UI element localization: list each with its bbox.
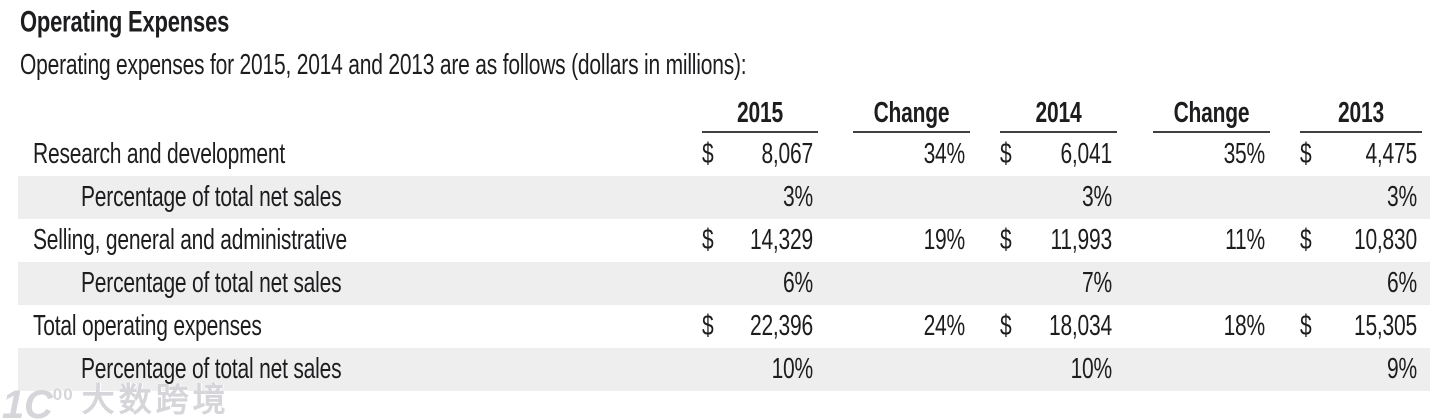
value-2015: 14,329 [749,224,813,256]
column-header-change-a: Change [853,95,970,133]
row-label: Total operating expenses [33,310,262,342]
row-label: Research and development [33,138,286,170]
dollar-sign: $ [702,310,714,342]
site-watermark: 1C00 大数跨境 [2,375,230,420]
dollar-sign: $ [702,224,714,256]
dollar-sign: $ [1300,138,1312,170]
dollar-sign: $ [702,138,714,170]
row-label: Percentage of total net sales [81,267,342,299]
value-2013: 9% [1387,353,1417,385]
dollar-sign: $ [1300,310,1312,342]
table-header-row: 2015 Change 2014 Change 2013 [18,95,1430,133]
watermark-text: 大数跨境 [81,381,230,418]
value-2015: 3% [783,181,813,213]
value-2015: 6% [783,267,813,299]
value-2015: 22,396 [749,310,813,342]
table-row-percentage-net-sales: Percentage of total net sales 6% 7% 6% [18,262,1430,305]
dollar-sign: $ [1300,224,1312,256]
value-2013: 3% [1387,181,1417,213]
intro-text: Operating expenses for 2015, 2014 and 20… [20,50,1448,81]
operating-expenses-table: 2015 Change 2014 Change 2013 Research an… [18,95,1430,391]
value-2014: 6,041 [1060,138,1112,170]
column-header-2013: 2013 [1300,95,1422,133]
column-header-2015: 2015 [702,95,818,133]
row-label: Percentage of total net sales [81,181,342,213]
change-a-value: 24% [923,310,966,342]
value-2013: 10,830 [1353,224,1417,256]
value-2013: 15,305 [1353,310,1417,342]
dollar-sign: $ [1000,224,1012,256]
value-2013: 6% [1387,267,1417,299]
row-label: Percentage of total net sales [81,353,342,385]
value-2014: 18,034 [1048,310,1112,342]
table-row-research-development: Research and development $ 8,067 34% $ 6… [18,133,1430,176]
value-2013: 4,475 [1365,138,1417,170]
document-page: Operating Expenses Operating expenses fo… [0,4,1448,420]
change-b-value: 35% [1223,138,1266,170]
intro-text-content: Operating expenses for 2015, 2014 and 20… [20,49,747,81]
change-b-value: 11% [1225,224,1265,256]
table-row-selling-general-admin: Selling, general and administrative $ 14… [18,219,1430,262]
column-header-2014: 2014 [1000,95,1117,133]
value-2014: 7% [1082,267,1112,299]
dollar-sign: $ [1000,138,1012,170]
value-2014: 10% [1070,353,1113,385]
change-a-value: 19% [923,224,966,256]
page-title-text: Operating Expenses [20,4,230,39]
change-a-value: 34% [923,138,966,170]
dollar-sign: $ [1000,310,1012,342]
change-b-value: 18% [1223,310,1266,342]
page-title: Operating Expenses [20,4,1448,38]
table-row-percentage-net-sales: Percentage of total net sales 3% 3% 3% [18,176,1430,219]
column-header-change-b: Change [1153,95,1270,133]
watermark-logo-icon: 1C00 [2,383,74,420]
table-row-percentage-net-sales: Percentage of total net sales 10% 10% 9% [18,348,1430,391]
value-2014: 3% [1082,181,1112,213]
table-row-total-operating-expenses: Total operating expenses $ 22,396 24% $ … [18,305,1430,348]
row-label: Selling, general and administrative [33,224,348,256]
value-2014: 11,993 [1050,224,1113,256]
value-2015: 10% [771,353,814,385]
value-2015: 8,067 [761,138,813,170]
